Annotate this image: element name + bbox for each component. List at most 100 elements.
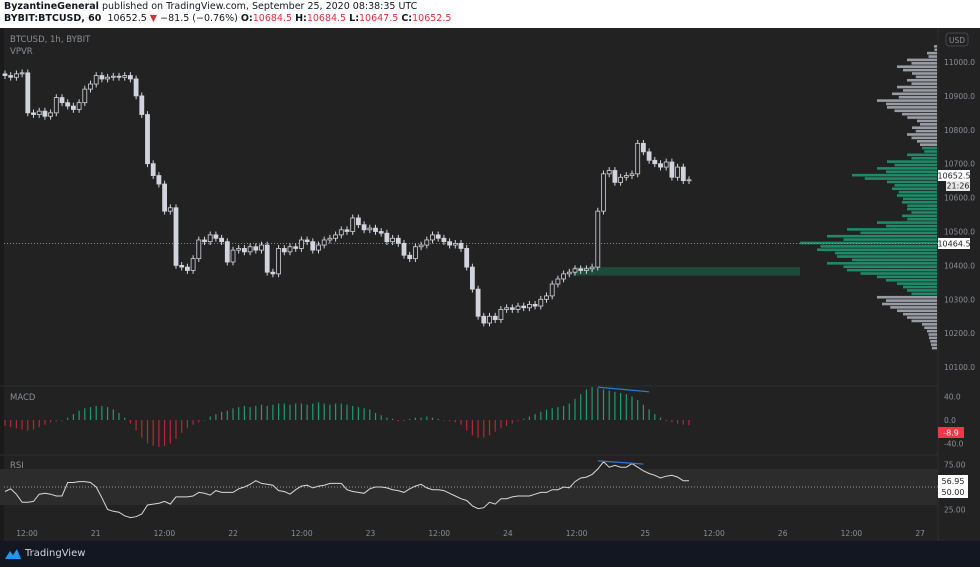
volume-profile-bar bbox=[877, 99, 937, 102]
macd-bar bbox=[335, 403, 337, 420]
macd-tick-label: 40.0 bbox=[944, 393, 961, 402]
candle-body bbox=[110, 75, 116, 78]
macd-bar bbox=[238, 407, 240, 420]
candle-body bbox=[424, 239, 430, 246]
macd-bar bbox=[129, 420, 131, 424]
author-name[interactable]: ByzantineGeneral bbox=[4, 1, 99, 12]
macd-bar bbox=[203, 420, 206, 421]
macd-bar bbox=[682, 420, 684, 425]
candle-body bbox=[99, 75, 105, 80]
volume-profile-bar bbox=[924, 326, 937, 330]
price-tick-label: 10700.0 bbox=[944, 160, 975, 169]
macd-label[interactable]: MACD bbox=[10, 393, 36, 403]
price-tick-label: 10200.0 bbox=[944, 329, 975, 338]
candle-body bbox=[641, 142, 646, 153]
candle-body bbox=[88, 83, 93, 90]
macd-bar bbox=[226, 410, 228, 420]
volume-profile-bar bbox=[898, 95, 937, 99]
candle-body bbox=[65, 102, 71, 107]
volume-profile-bar bbox=[917, 119, 937, 123]
volume-profile-bar bbox=[911, 62, 937, 65]
candle-body bbox=[601, 173, 606, 212]
macd-bar bbox=[4, 420, 6, 426]
high-label: H: bbox=[295, 13, 307, 24]
volume-profile-bar bbox=[903, 312, 937, 316]
candle-body bbox=[646, 151, 652, 161]
volume-profile-bar bbox=[915, 75, 937, 79]
macd-bar bbox=[272, 404, 274, 420]
macd-bar bbox=[10, 420, 12, 428]
volume-profile-bar bbox=[877, 275, 937, 279]
macd-bar bbox=[369, 409, 371, 420]
macd-bar bbox=[186, 420, 188, 429]
macd-bar bbox=[620, 392, 622, 420]
volume-profile-bar bbox=[911, 136, 937, 140]
candle-body bbox=[367, 227, 373, 231]
volume-profile-bar bbox=[860, 272, 937, 275]
volume-profile-bar bbox=[922, 146, 937, 150]
candle-body bbox=[219, 237, 225, 243]
volume-profile-bar bbox=[887, 180, 937, 184]
time-tick-label: 12:00 bbox=[841, 529, 863, 538]
candle-body bbox=[316, 244, 321, 251]
volume-profile-bar bbox=[929, 336, 937, 340]
candle-body bbox=[635, 142, 641, 175]
volume-profile-bar bbox=[843, 265, 937, 269]
time-axis[interactable]: 12:00 21 12:00 22 12:00 23 12:00 24 12:00 25 12:00… bbox=[16, 529, 925, 538]
macd-bar bbox=[397, 420, 399, 422]
price-tick-label: 10400.0 bbox=[944, 261, 975, 270]
trendline-drawings[interactable] bbox=[597, 386, 650, 465]
volume-profile-bar bbox=[920, 143, 937, 146]
volume-profile-bar bbox=[886, 278, 937, 282]
vpvr-label[interactable]: VPVR bbox=[10, 47, 33, 57]
volume-profile-bar bbox=[902, 200, 937, 204]
publish-info: published on TradingView.com, September … bbox=[101, 1, 418, 12]
price-tick-label: 11000.0 bbox=[944, 58, 975, 67]
candle-body bbox=[327, 237, 333, 241]
candle-body bbox=[384, 232, 390, 243]
candle-body bbox=[184, 266, 190, 271]
rsi-mid-tag: 50.00 bbox=[942, 488, 965, 497]
volume-profile-bar bbox=[886, 224, 937, 228]
macd-bar bbox=[221, 411, 223, 420]
macd-bar bbox=[346, 404, 348, 420]
candle-body bbox=[430, 234, 435, 241]
macd-bar bbox=[648, 409, 650, 420]
candle-body bbox=[469, 266, 475, 290]
candle-body bbox=[686, 179, 692, 182]
countdown-tag-box bbox=[946, 181, 970, 191]
rsi-label[interactable]: RSI bbox=[10, 461, 24, 471]
candle-body bbox=[629, 173, 635, 176]
macd-bar bbox=[15, 420, 17, 429]
time-tick-label: 25 bbox=[641, 529, 651, 538]
macd-bar bbox=[32, 420, 35, 430]
volume-profile-bar bbox=[877, 167, 937, 170]
macd-tick-label: -40.0 bbox=[944, 440, 964, 449]
main-pane-label[interactable]: BTCUSD, 1h, BYBIT bbox=[10, 35, 91, 45]
candle-body bbox=[680, 166, 686, 182]
candle-body bbox=[589, 266, 595, 270]
macd-bar bbox=[175, 420, 177, 439]
macd-bar bbox=[169, 420, 171, 444]
macd-bar bbox=[392, 418, 394, 420]
macd-bar bbox=[625, 394, 627, 420]
rsi-tick-label: 75.00 bbox=[944, 461, 966, 470]
price-axis[interactable]: 11000.0 10900.0 10800.0 10700.0 10600.0 10500… bbox=[944, 58, 975, 515]
candle-body bbox=[202, 239, 207, 243]
candle-body bbox=[150, 163, 156, 176]
candle-body bbox=[481, 315, 487, 324]
macd-bar bbox=[563, 405, 565, 420]
volume-profile-bar bbox=[911, 319, 937, 323]
candle-body bbox=[287, 246, 293, 253]
tradingview-logo[interactable]: TradingView bbox=[5, 548, 85, 559]
volume-profile-bar bbox=[928, 333, 937, 336]
candle-body bbox=[663, 161, 669, 168]
price-tick-label: 10500.0 bbox=[944, 228, 975, 237]
currency-box[interactable] bbox=[945, 32, 969, 47]
candle-body bbox=[515, 305, 521, 310]
volume-profile-bar bbox=[907, 316, 937, 319]
volume-profile-bar bbox=[907, 289, 937, 292]
macd-bar bbox=[637, 400, 639, 420]
volume-profile-bar bbox=[911, 211, 937, 214]
